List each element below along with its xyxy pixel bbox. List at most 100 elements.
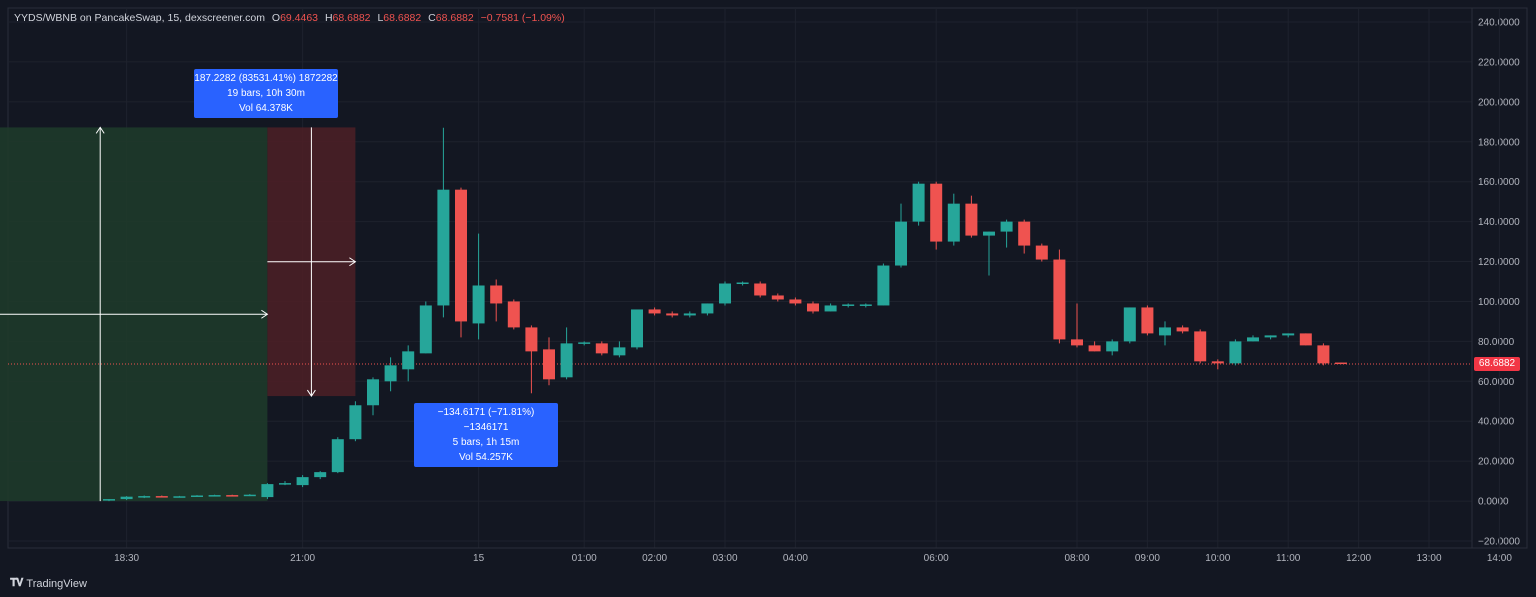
measure-up-volume: Vol 64.378K	[239, 103, 293, 114]
candle-body[interactable]	[472, 285, 485, 324]
low-label: L	[377, 12, 384, 24]
candle-body[interactable]	[1035, 245, 1048, 260]
candle-body[interactable]	[1123, 307, 1136, 342]
candle-body[interactable]	[279, 483, 291, 485]
candle-body[interactable]	[631, 309, 643, 348]
tradingview-logo-icon[interactable]: 𝐓𝐕	[10, 577, 23, 589]
candle-body[interactable]	[490, 285, 503, 304]
candle-body[interactable]	[525, 327, 538, 352]
measure-up-arrow-icon	[95, 126, 105, 134]
candle-body[interactable]	[1194, 331, 1207, 362]
candle-body[interactable]	[1018, 221, 1031, 246]
candle-body[interactable]	[859, 304, 872, 306]
candle-body[interactable]	[1141, 307, 1154, 334]
measure-up-label: 187.2282 (83531.41%) 1872282 19 bars, 10…	[194, 69, 338, 118]
candle-body[interactable]	[243, 494, 256, 497]
candle-body[interactable]	[877, 265, 890, 306]
candle-body[interactable]	[1176, 327, 1189, 332]
candle-body[interactable]	[173, 496, 186, 498]
candle-body[interactable]	[1211, 361, 1224, 364]
candle-body[interactable]	[754, 283, 767, 296]
candle-body[interactable]	[1282, 333, 1295, 336]
x-tick-label: 14:00	[1487, 553, 1512, 564]
candle-body[interactable]	[155, 496, 168, 498]
high-label: H	[324, 12, 333, 24]
open-label: O	[271, 12, 281, 24]
x-tick-label: 13:00	[1416, 553, 1441, 564]
measure-down-volume: Vol 54.257K	[459, 452, 513, 463]
candle-body[interactable]	[384, 365, 397, 382]
x-tick-label: 15	[473, 553, 485, 564]
y-tick-label: 80.0000	[1478, 337, 1515, 348]
candle-body[interactable]	[1335, 362, 1347, 365]
candle-body[interactable]	[402, 351, 415, 370]
candle-body[interactable]	[1299, 333, 1312, 346]
measure-up-bars: 19 bars, 10h 30m	[227, 88, 305, 99]
candle-body[interactable]	[419, 305, 432, 354]
candle-body[interactable]	[1159, 327, 1171, 336]
candle-body[interactable]	[1229, 341, 1242, 364]
candle-body[interactable]	[930, 183, 943, 242]
candle-body[interactable]	[578, 342, 591, 344]
candle-body[interactable]	[789, 299, 802, 304]
candle-body[interactable]	[1088, 345, 1101, 352]
candle-body[interactable]	[683, 313, 696, 316]
candle-body[interactable]	[349, 405, 362, 440]
candle-body[interactable]	[736, 282, 749, 284]
candle-body[interactable]	[103, 499, 115, 501]
candle-body[interactable]	[701, 303, 714, 314]
y-tick-label: 0.0000	[1478, 497, 1509, 508]
candle-body[interactable]	[965, 203, 978, 236]
low-value: 68.6882	[383, 12, 422, 24]
candle-body[interactable]	[912, 183, 925, 222]
candle-body[interactable]	[120, 496, 133, 500]
x-tick-label: 03:00	[712, 553, 737, 564]
candle-body[interactable]	[1000, 221, 1013, 232]
brand-label[interactable]: TradingView	[26, 577, 87, 590]
measure-down-arrow-right-icon	[349, 257, 357, 267]
candle-body[interactable]	[261, 484, 274, 498]
candle-body[interactable]	[947, 203, 960, 242]
candle-body[interactable]	[1317, 345, 1330, 364]
candle-body[interactable]	[666, 313, 679, 316]
candle-body[interactable]	[455, 189, 467, 322]
candle-body[interactable]	[367, 379, 379, 406]
measure-down-label: −134.6171 (−71.81%) −1346171 5 bars, 1h …	[414, 403, 558, 467]
close-value: 68.6882	[435, 12, 474, 24]
candle-body[interactable]	[1264, 335, 1277, 338]
candle-body[interactable]	[1247, 337, 1259, 342]
x-tick-label: 10:00	[1205, 553, 1230, 564]
measure-down-change: −134.6171 (−71.81%) −1346171	[437, 407, 535, 433]
chart-header: YYDS/WBNB on PancakeSwap, 15, dexscreene…	[14, 12, 569, 24]
candle-body[interactable]	[314, 472, 327, 478]
x-tick-label: 01:00	[572, 553, 597, 564]
candle-body[interactable]	[983, 231, 995, 236]
symbol-title[interactable]: YYDS/WBNB on PancakeSwap, 15, dexscreene…	[14, 12, 265, 24]
candle-body[interactable]	[648, 309, 661, 314]
candle-body[interactable]	[437, 189, 450, 306]
open-value: 69.4463	[280, 12, 319, 24]
measure-up-change: 187.2282 (83531.41%) 1872282	[194, 73, 338, 84]
candle-body[interactable]	[824, 305, 837, 312]
candle-body[interactable]	[560, 343, 573, 378]
candle-body[interactable]	[595, 343, 608, 354]
candle-body[interactable]	[1106, 341, 1119, 352]
candle-body[interactable]	[1053, 259, 1066, 340]
candle-body[interactable]	[191, 495, 203, 497]
candle-body[interactable]	[296, 477, 309, 486]
high-value: 68.6882	[332, 12, 371, 24]
candle-body[interactable]	[719, 283, 731, 304]
candle-body[interactable]	[331, 439, 344, 473]
candle-body[interactable]	[226, 495, 239, 497]
candle-body[interactable]	[842, 304, 855, 306]
candle-body[interactable]	[895, 221, 907, 266]
candle-body[interactable]	[771, 295, 784, 300]
candle-body[interactable]	[807, 303, 819, 312]
candle-body[interactable]	[1071, 339, 1083, 346]
candle-body[interactable]	[613, 347, 626, 356]
candle-body[interactable]	[507, 301, 520, 328]
candle-body[interactable]	[138, 496, 151, 498]
candle-body[interactable]	[543, 349, 555, 380]
candle-body[interactable]	[208, 495, 221, 497]
